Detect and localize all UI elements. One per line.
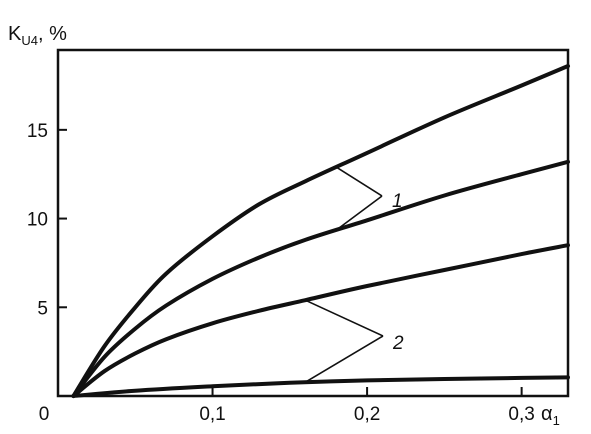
y-tick-label: 10 bbox=[27, 210, 48, 231]
x-axis-title: α1 bbox=[541, 403, 560, 428]
x-axis: 0 0,1 0,2 0,3 bbox=[39, 387, 535, 425]
series-4-line bbox=[71, 375, 570, 398]
x-axis-title-main: α bbox=[541, 403, 553, 425]
x-tick-label: 0,1 bbox=[199, 404, 225, 425]
annotation-label: 1 bbox=[392, 191, 403, 212]
y-axis: 5 10 15 bbox=[27, 121, 67, 319]
y-axis-title: KU4, % bbox=[8, 23, 67, 48]
y-axis-title-main: K bbox=[8, 23, 22, 45]
annotation-leader-line bbox=[304, 299, 384, 337]
y-tick-label: 15 bbox=[27, 121, 48, 142]
x-axis-title-sub: 1 bbox=[553, 413, 560, 428]
plot-frame bbox=[56, 48, 570, 398]
annotation-leader-line bbox=[335, 166, 383, 197]
x-tick-label: 0,2 bbox=[354, 404, 380, 425]
x-tick-label: 0,3 bbox=[508, 404, 534, 425]
y-axis-title-sub: U4 bbox=[21, 33, 38, 48]
y-tick-label: 5 bbox=[37, 298, 48, 319]
annotation-leader-line bbox=[304, 335, 384, 383]
series-2-line bbox=[71, 159, 570, 398]
annotation-leader-line bbox=[335, 195, 383, 231]
series-group bbox=[71, 64, 570, 398]
series-3-line bbox=[71, 243, 570, 398]
y-axis-title-unit: , % bbox=[38, 23, 67, 45]
series-1-line bbox=[71, 64, 570, 398]
x-tick-label: 0 bbox=[39, 404, 50, 425]
annotation-label: 2 bbox=[392, 333, 404, 354]
annotation-group: 12 bbox=[304, 166, 404, 383]
